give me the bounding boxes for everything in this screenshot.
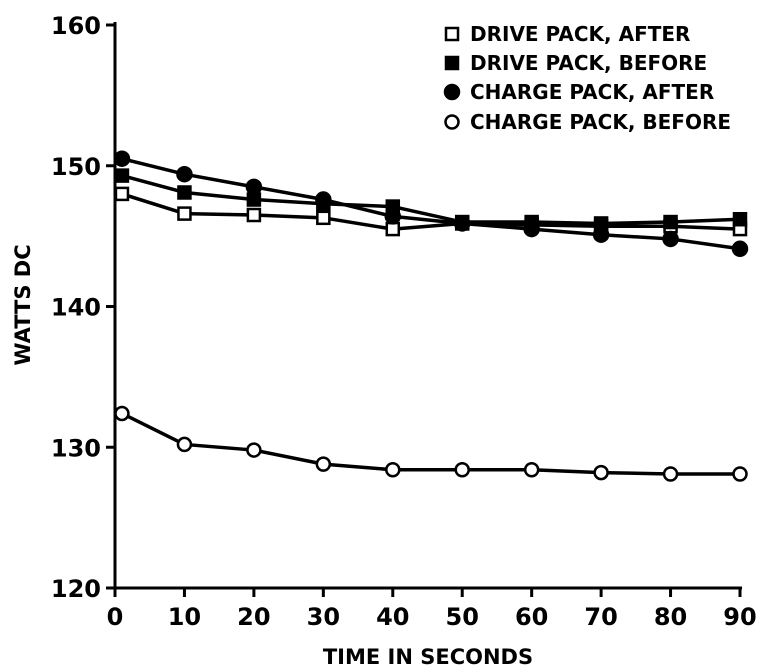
data-point-series-4 [456, 463, 469, 476]
y-tick-label: 140 [51, 294, 101, 322]
data-point-series-3 [177, 167, 191, 181]
data-point-series-3 [664, 232, 678, 246]
data-point-series-4 [595, 466, 608, 479]
legend-marker-1 [446, 28, 458, 40]
data-point-series-3 [455, 216, 469, 230]
data-point-series-2 [248, 194, 260, 206]
x-axis-title: TIME IN SECONDS [323, 645, 533, 669]
data-point-series-3 [733, 242, 747, 256]
data-point-series-3 [316, 193, 330, 207]
data-point-series-2 [665, 216, 677, 228]
y-tick-label: 160 [51, 12, 101, 40]
x-tick-label: 70 [584, 603, 617, 631]
data-point-series-4 [317, 458, 330, 471]
legend-marker-4 [446, 116, 459, 129]
data-point-series-1 [317, 212, 329, 224]
legend-label-4: CHARGE PACK, BEFORE [470, 110, 731, 134]
data-point-series-4 [386, 463, 399, 476]
data-point-series-3 [115, 152, 129, 166]
x-ticks: 0 10 20 30 40 50 60 70 80 90 [107, 588, 757, 631]
x-tick-label: 80 [654, 603, 687, 631]
data-point-series-3 [594, 228, 608, 242]
legend-marker-2 [446, 57, 458, 69]
legend: DRIVE PACK, AFTER DRIVE PACK, BEFORE CHARG… [445, 22, 731, 134]
legend-marker-3 [445, 85, 459, 99]
y-ticks: 120 130 140 150 160 [51, 12, 115, 603]
data-point-series-4 [525, 463, 538, 476]
data-point-series-4 [115, 407, 128, 420]
data-point-series-2 [178, 186, 190, 198]
x-tick-label: 10 [168, 603, 201, 631]
data-point-series-4 [734, 467, 747, 480]
y-tick-label: 150 [51, 153, 101, 181]
data-point-series-2 [734, 213, 746, 225]
legend-label-1: DRIVE PACK, AFTER [470, 22, 690, 46]
data-point-series-1 [387, 223, 399, 235]
legend-label-3: CHARGE PACK, AFTER [470, 80, 714, 104]
data-point-series-4 [664, 467, 677, 480]
data-point-series-1 [116, 188, 128, 200]
data-point-series-4 [178, 438, 191, 451]
data-point-series-3 [386, 209, 400, 223]
series-lines [122, 159, 740, 474]
y-tick-label: 120 [51, 575, 101, 603]
series-markers [115, 152, 747, 481]
x-tick-label: 30 [307, 603, 340, 631]
data-point-series-2 [116, 170, 128, 182]
y-tick-label: 130 [51, 434, 101, 462]
data-point-series-3 [247, 180, 261, 194]
x-tick-label: 40 [376, 603, 409, 631]
x-tick-label: 50 [446, 603, 479, 631]
y-axis-title: WATTS DC [11, 244, 35, 365]
data-point-series-1 [248, 209, 260, 221]
series-line-3 [122, 159, 740, 249]
x-tick-label: 90 [723, 603, 756, 631]
axes [115, 22, 742, 588]
x-tick-label: 0 [107, 603, 124, 631]
x-tick-label: 20 [237, 603, 270, 631]
series-line-2 [122, 176, 740, 224]
legend-label-2: DRIVE PACK, BEFORE [470, 51, 707, 75]
data-point-series-3 [525, 222, 539, 236]
x-tick-label: 60 [515, 603, 548, 631]
data-point-series-4 [247, 444, 260, 457]
data-point-series-1 [178, 208, 190, 220]
series-line-4 [122, 413, 740, 474]
